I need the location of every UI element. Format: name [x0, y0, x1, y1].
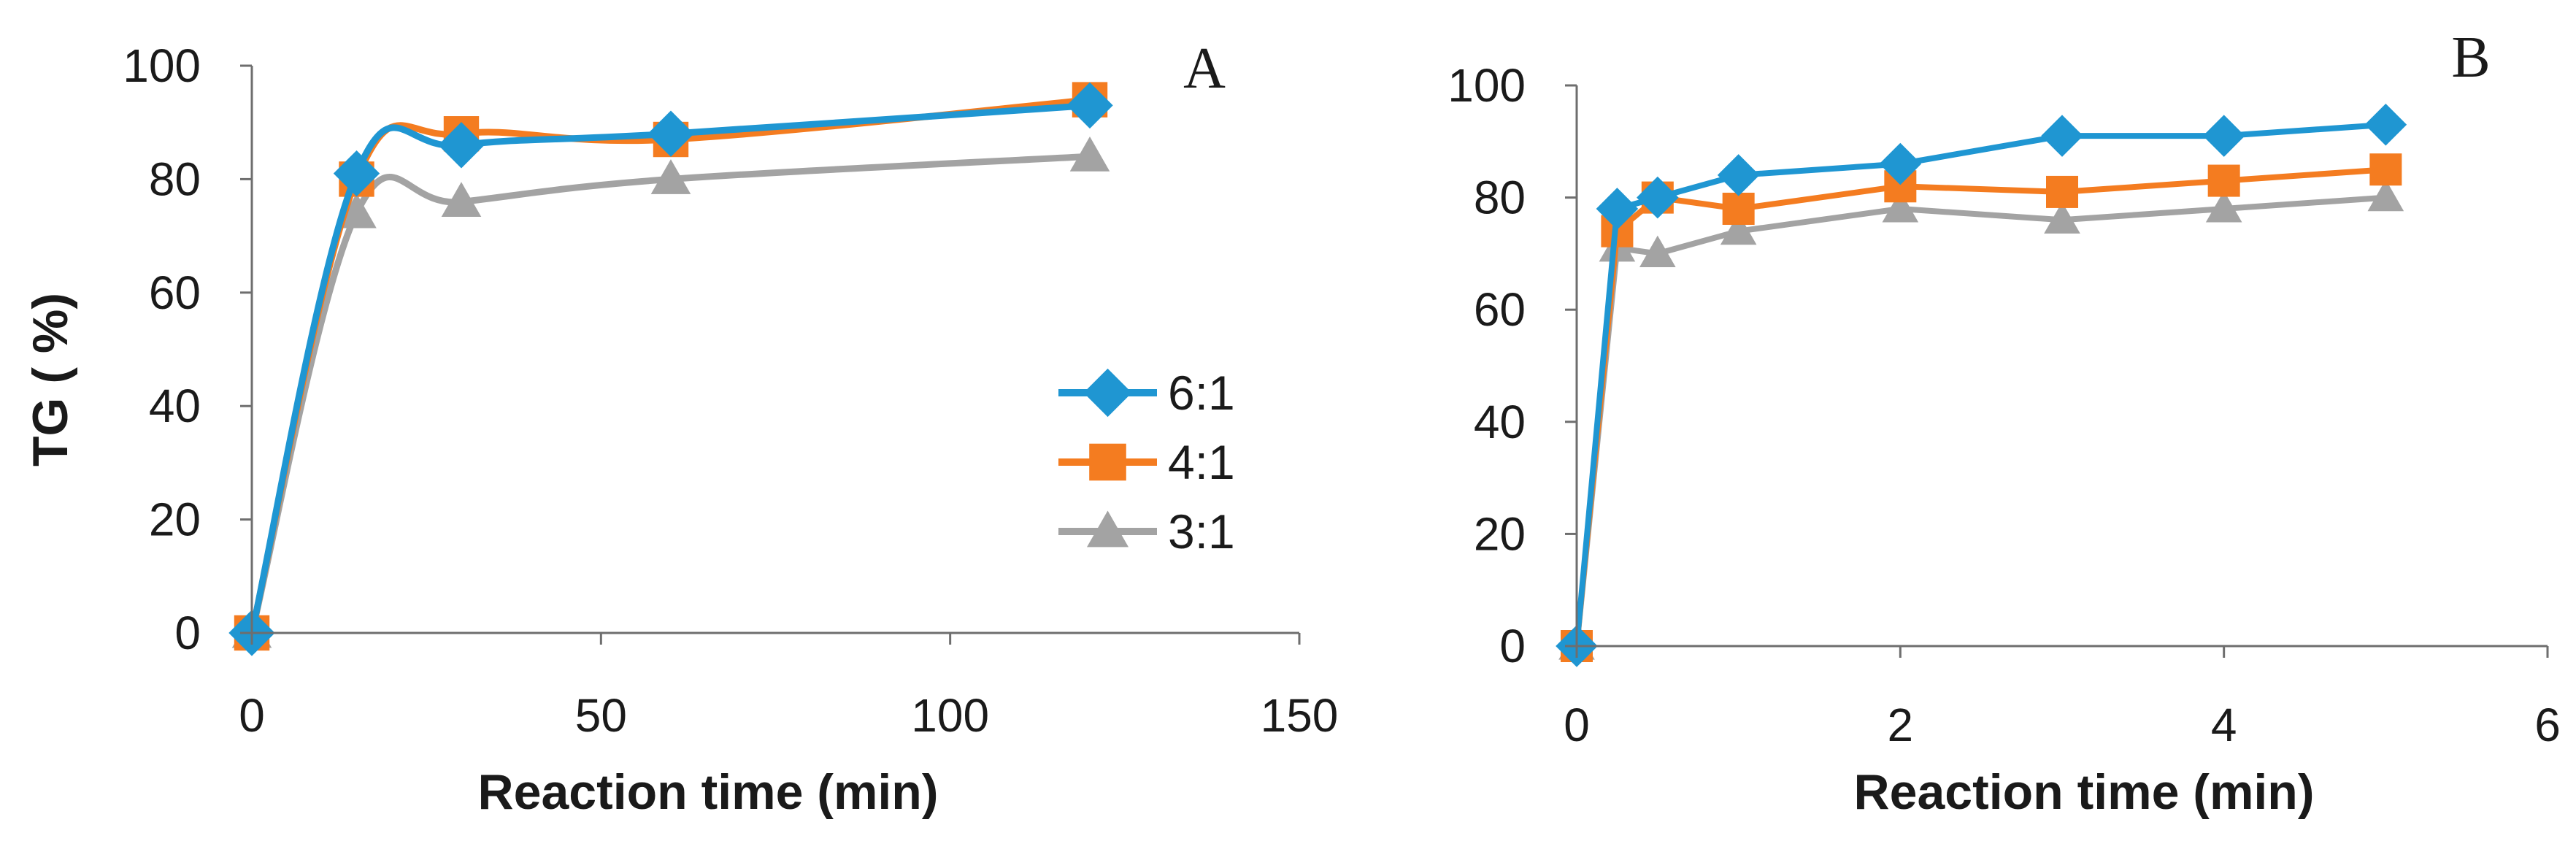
data-point — [2205, 191, 2242, 223]
data-point — [1637, 176, 1679, 219]
x-tick-label: 0 — [239, 689, 265, 742]
x-tick-label: 50 — [575, 689, 627, 742]
x-tick-label: 150 — [1261, 689, 1339, 742]
data-point — [333, 150, 380, 197]
y-tick-label: 40 — [149, 380, 201, 432]
legend-marker — [1083, 368, 1132, 418]
y-tick-label: 60 — [149, 266, 201, 319]
legend-label: 4:1 — [1168, 435, 1235, 489]
data-point — [1720, 212, 1757, 245]
panel-letter-b: B — [2451, 26, 2490, 90]
data-point — [1717, 154, 1760, 196]
y-tick-label: 40 — [1474, 396, 1526, 448]
series-group — [228, 82, 1113, 656]
series-group — [1556, 103, 2407, 667]
y-tick-label: 20 — [1474, 507, 1526, 560]
chart-panel-a: 0 20 40 60 80 100 0 50 100 150 A TG ( %) Reaction… — [23, 37, 1338, 820]
legend-label: 6:1 — [1168, 366, 1235, 420]
series-6-1 — [1556, 103, 2407, 667]
series-line — [1574, 194, 2389, 649]
data-point — [1722, 192, 1755, 225]
x-axis-title: Reaction time (min) — [1854, 764, 2315, 820]
y-tick-label: 100 — [123, 39, 201, 92]
axes: 0 20 40 60 80 100 0 2 4 6 — [1447, 59, 2561, 751]
y-tick-label: 100 — [1447, 59, 1526, 112]
data-point — [1069, 137, 1110, 172]
data-point — [2367, 179, 2404, 212]
x-tick-label: 6 — [2534, 699, 2561, 751]
data-point — [441, 182, 482, 217]
data-point — [2207, 164, 2240, 197]
legend-item: 6:1 — [1058, 366, 1235, 420]
x-axis-title: Reaction time (min) — [478, 764, 939, 820]
x-tick-label: 4 — [2211, 699, 2237, 751]
legend-marker — [1086, 510, 1129, 548]
x-tick-label: 0 — [1564, 699, 1590, 751]
y-tick-label: 0 — [174, 607, 201, 659]
y-tick-label: 80 — [1474, 172, 1526, 224]
data-point — [2202, 115, 2245, 157]
legend: 6:1 4:1 3:1 — [1058, 366, 1235, 558]
data-point — [1882, 191, 1919, 223]
data-point — [2364, 103, 2407, 146]
legend-item: 3:1 — [1058, 504, 1235, 558]
series-6-1 — [228, 82, 1113, 656]
y-axis-title: TG ( %) — [23, 293, 78, 466]
data-point — [647, 110, 694, 157]
y-tick-label: 80 — [149, 153, 201, 205]
series-3-1 — [1558, 179, 2404, 660]
series-line — [248, 153, 1093, 637]
y-tick-label: 20 — [149, 494, 201, 546]
x-tick-label: 2 — [1888, 699, 1914, 751]
data-point — [2046, 175, 2078, 208]
chart-panel-b: 0 20 40 60 80 100 0 2 4 6 B Reaction time (min) — [1447, 26, 2561, 820]
data-point — [337, 193, 377, 229]
legend-marker — [1089, 443, 1126, 481]
series-4-1 — [1561, 153, 2402, 662]
data-point — [2369, 153, 2402, 186]
data-point — [650, 159, 691, 194]
data-point — [1879, 142, 1922, 185]
y-tick-label: 60 — [1474, 283, 1526, 336]
legend-label: 3:1 — [1168, 504, 1235, 558]
x-tick-label: 100 — [911, 689, 989, 742]
data-point — [1066, 82, 1113, 129]
data-point — [1596, 188, 1639, 230]
axes: 0 20 40 60 80 100 0 50 100 150 — [123, 39, 1338, 742]
data-point — [2044, 201, 2080, 234]
legend-item: 4:1 — [1058, 435, 1235, 489]
data-point — [1639, 235, 1676, 267]
data-point — [2041, 115, 2083, 157]
series-3-1 — [231, 137, 1110, 648]
panel-letter-a: A — [1183, 37, 1226, 101]
data-point — [438, 122, 485, 169]
y-tick-label: 0 — [1499, 620, 1526, 672]
